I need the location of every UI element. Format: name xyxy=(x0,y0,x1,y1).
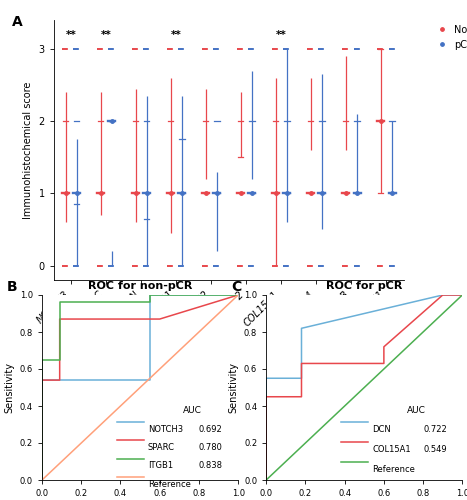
Title: ROC for pCR: ROC for pCR xyxy=(326,282,403,292)
Title: ROC for non-pCR: ROC for non-pCR xyxy=(88,282,192,292)
Text: Reference: Reference xyxy=(148,480,191,489)
Text: **: ** xyxy=(66,30,77,40)
Y-axis label: Immunohistochemical score: Immunohistochemical score xyxy=(23,82,33,218)
Text: **: ** xyxy=(276,30,287,40)
Text: DCN: DCN xyxy=(372,424,391,434)
Text: **: ** xyxy=(101,30,112,40)
Text: **: ** xyxy=(171,30,182,40)
Text: AUC: AUC xyxy=(183,406,202,415)
Text: ITGB1: ITGB1 xyxy=(148,462,173,470)
Text: AUC: AUC xyxy=(407,406,426,415)
Text: 0.780: 0.780 xyxy=(199,443,223,452)
Text: SPARC: SPARC xyxy=(148,443,175,452)
Y-axis label: Sensitivity: Sensitivity xyxy=(4,362,14,413)
Text: A: A xyxy=(12,15,22,29)
Text: 0.722: 0.722 xyxy=(423,424,447,434)
Text: 0.838: 0.838 xyxy=(199,462,223,470)
Text: 0.692: 0.692 xyxy=(199,424,223,434)
Text: C: C xyxy=(231,280,241,294)
Text: 0.549: 0.549 xyxy=(423,445,447,454)
Text: COL15A1: COL15A1 xyxy=(372,445,411,454)
Text: NOTCH3: NOTCH3 xyxy=(148,424,183,434)
Legend: Non-pCR, pCR: Non-pCR, pCR xyxy=(432,25,467,50)
Text: B: B xyxy=(7,280,17,294)
Text: Reference: Reference xyxy=(372,465,415,474)
Y-axis label: Sensitivity: Sensitivity xyxy=(228,362,238,413)
